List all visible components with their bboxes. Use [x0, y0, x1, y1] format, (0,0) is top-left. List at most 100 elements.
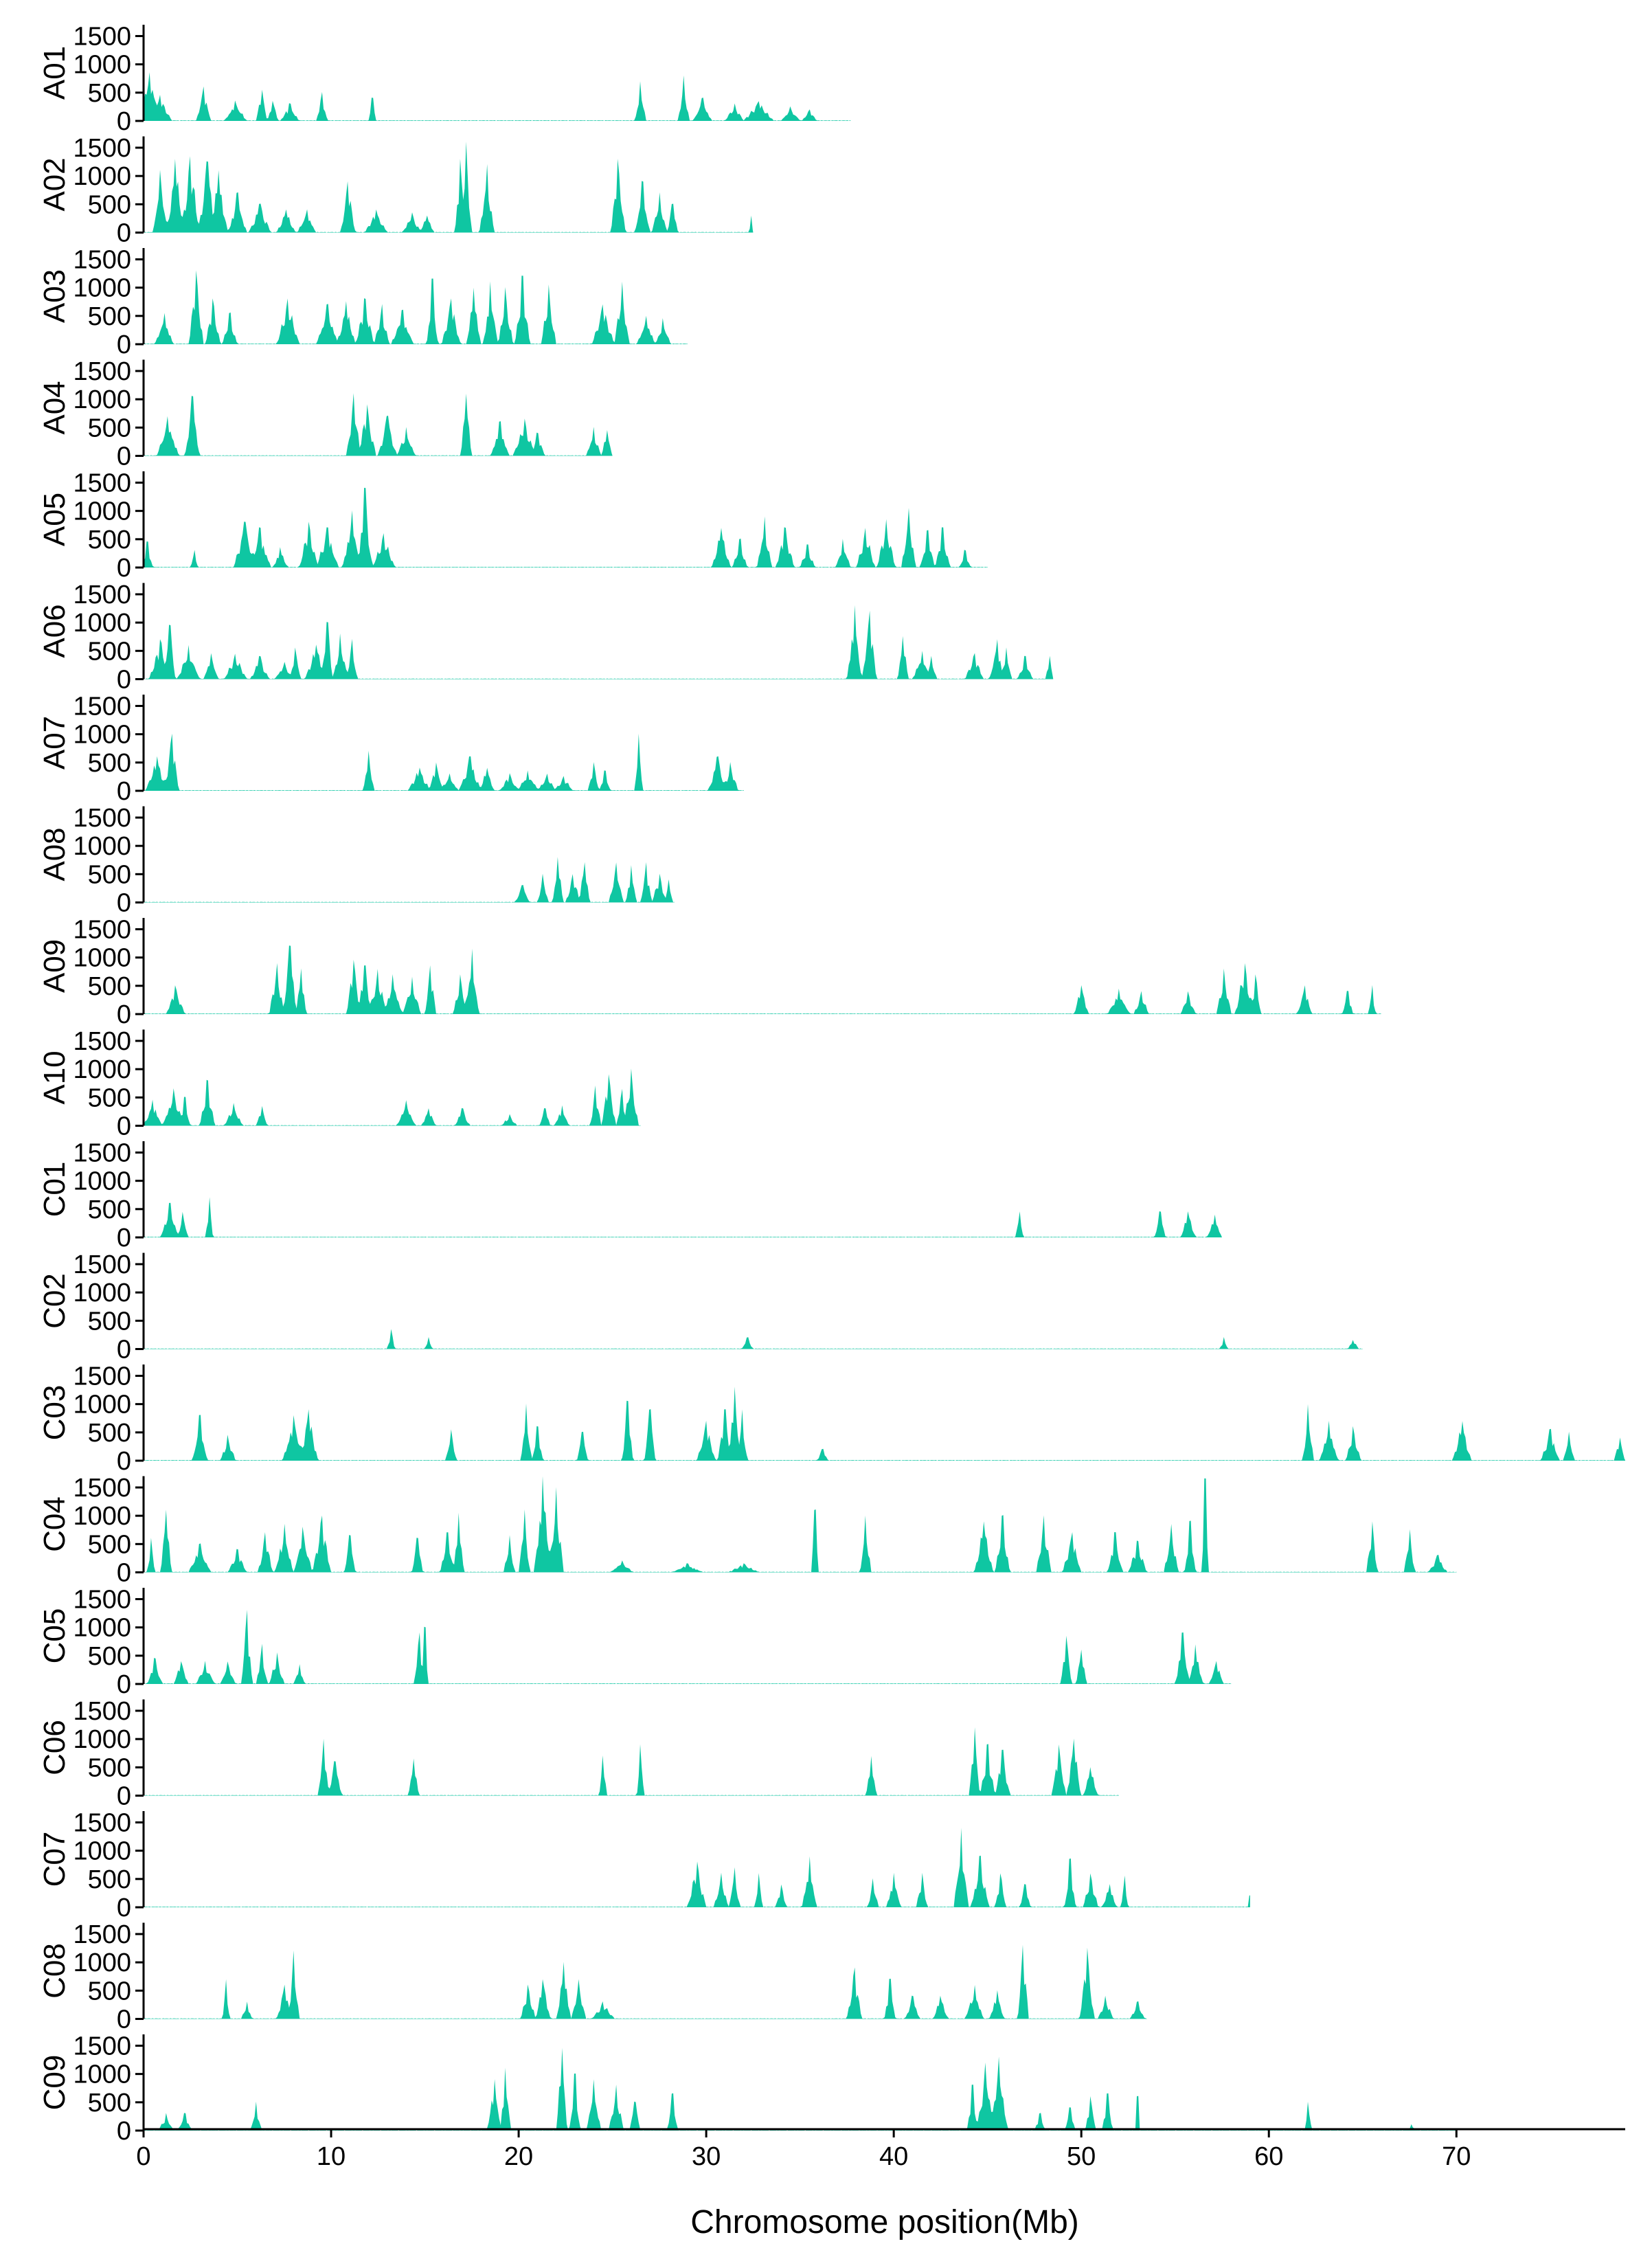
y-tick-label: 1500: [73, 1808, 131, 1837]
y-tick-label: 0: [117, 777, 131, 806]
panel-label: A09: [38, 939, 71, 993]
y-tick-label: 1000: [73, 944, 131, 973]
y-tick-label: 500: [88, 302, 131, 331]
panel-label: A07: [38, 716, 71, 770]
density-area: [144, 1386, 1625, 1461]
panel-label: C07: [38, 1832, 71, 1887]
y-tick-label: 1500: [73, 1585, 131, 1614]
density-area: [144, 488, 988, 568]
y-tick-label: 0: [117, 1782, 131, 1811]
x-tick-label: 10: [317, 2142, 346, 2171]
y-tick-label: 500: [88, 1753, 131, 1782]
y-tick-label: 1500: [73, 2032, 131, 2060]
density-area: [144, 945, 1382, 1014]
panel-label: A08: [38, 827, 71, 881]
y-tick-label: 0: [117, 889, 131, 918]
panel-label: C03: [38, 1385, 71, 1441]
y-tick-label: 1000: [73, 1279, 131, 1307]
x-tick-label: 30: [692, 2142, 721, 2171]
y-tick-label: 0: [117, 330, 131, 359]
x-tick-label: 0: [136, 2142, 150, 2171]
y-tick-label: 1000: [73, 1837, 131, 1866]
y-tick-label: 1000: [73, 1725, 131, 1754]
density-area: [144, 1197, 1222, 1237]
panel-label: C09: [38, 2055, 71, 2111]
y-tick-label: 1500: [73, 1027, 131, 1056]
density-area: [144, 72, 851, 121]
y-tick-label: 1000: [73, 1055, 131, 1084]
y-tick-label: 1000: [73, 609, 131, 638]
density-area: [144, 393, 613, 456]
x-tick-label: 70: [1442, 2142, 1471, 2171]
y-tick-label: 1000: [73, 51, 131, 80]
panel-label: A06: [38, 604, 71, 658]
density-area: [144, 2047, 1457, 2131]
y-tick-label: 500: [88, 526, 131, 554]
panel-label: C01: [38, 1162, 71, 1217]
y-tick-label: 1000: [73, 385, 131, 414]
y-tick-label: 500: [88, 1530, 131, 1559]
y-tick-label: 0: [117, 442, 131, 471]
y-tick-label: 1000: [73, 721, 131, 750]
panel-label: A04: [38, 381, 71, 434]
y-tick-label: 500: [88, 2089, 131, 2118]
panel-label: C05: [38, 1608, 71, 1664]
y-tick-label: 500: [88, 637, 131, 666]
y-tick-label: 1000: [73, 1167, 131, 1196]
y-tick-label: 500: [88, 1419, 131, 1448]
x-axis-label: Chromosome position(Mb): [690, 2204, 1079, 2241]
y-tick-label: 0: [117, 1447, 131, 1476]
panel-label: C06: [38, 1720, 71, 1775]
y-tick-label: 1500: [73, 692, 131, 721]
y-tick-label: 1500: [73, 469, 131, 497]
y-tick-label: 500: [88, 749, 131, 778]
y-tick-label: 1000: [73, 162, 131, 191]
x-tick-label: 60: [1254, 2142, 1283, 2171]
density-area: [144, 270, 688, 344]
panel-label: C04: [38, 1496, 71, 1552]
y-tick-label: 1000: [73, 2060, 131, 2089]
y-tick-label: 1500: [73, 915, 131, 944]
x-tick-label: 50: [1067, 2142, 1096, 2171]
y-tick-label: 1000: [73, 1949, 131, 1977]
y-tick-label: 0: [117, 2006, 131, 2034]
panel-label: A02: [38, 157, 71, 211]
y-tick-label: 1500: [73, 1920, 131, 1949]
y-tick-label: 500: [88, 860, 131, 889]
y-tick-label: 500: [88, 1642, 131, 1671]
density-area: [144, 1727, 1119, 1796]
y-tick-label: 0: [117, 1112, 131, 1141]
density-area: [144, 1329, 1363, 1349]
y-tick-label: 1000: [73, 1391, 131, 1419]
density-area: [144, 1828, 1250, 1907]
y-tick-label: 1500: [73, 1697, 131, 1726]
panel-label: A01: [38, 46, 71, 100]
density-area: [144, 733, 744, 791]
y-tick-label: 500: [88, 79, 131, 108]
y-tick-label: 500: [88, 190, 131, 219]
density-area: [144, 857, 675, 903]
y-tick-label: 500: [88, 1083, 131, 1112]
y-tick-label: 1500: [73, 581, 131, 609]
panel-label: A03: [38, 269, 71, 323]
y-tick-label: 0: [117, 554, 131, 583]
y-tick-label: 1500: [73, 134, 131, 163]
